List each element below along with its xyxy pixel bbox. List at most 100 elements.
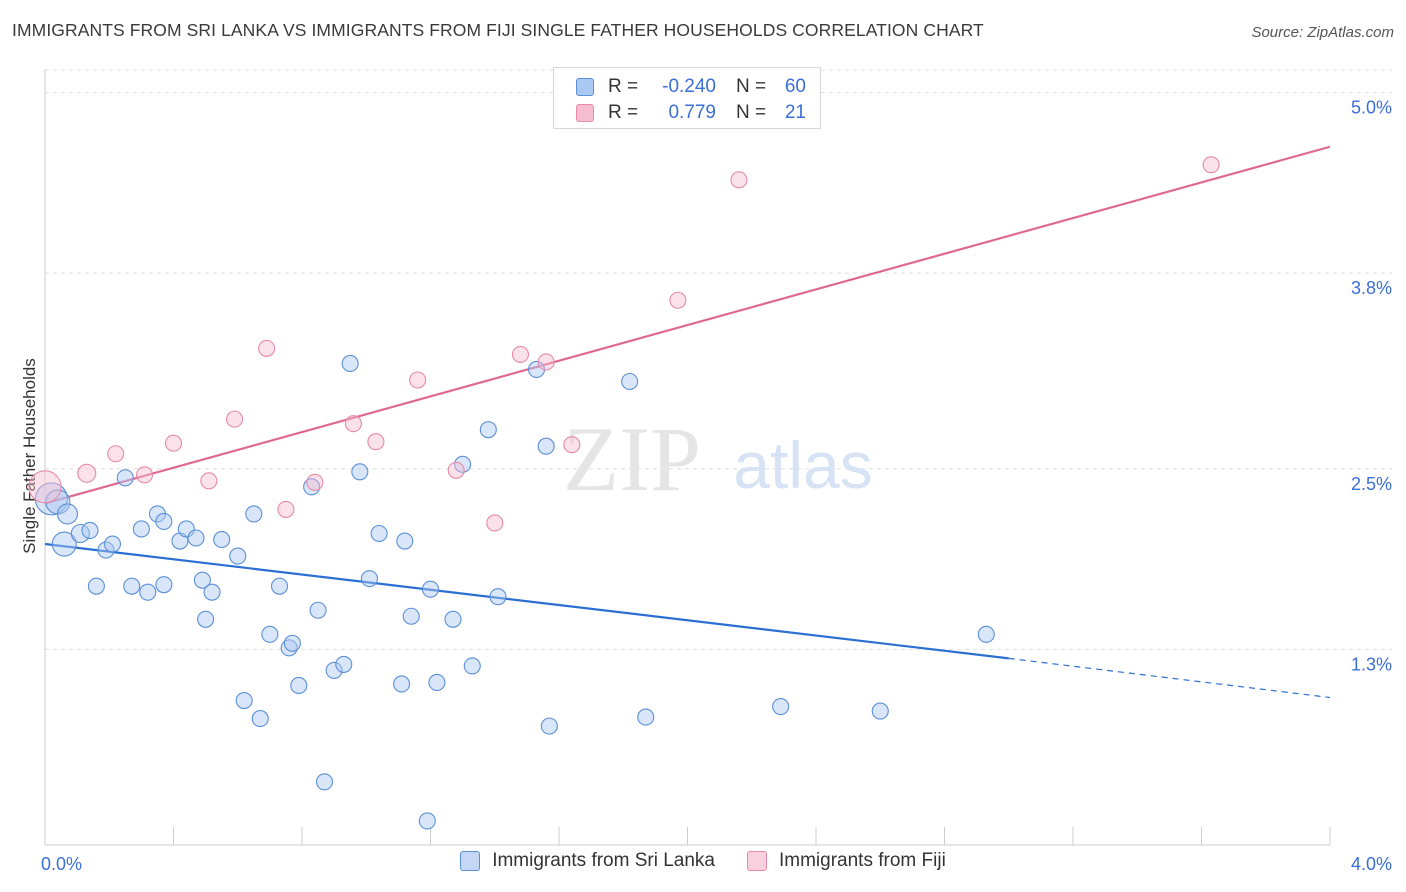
point-fiji	[669, 291, 687, 309]
r-label: R =	[608, 102, 639, 123]
point-sri-lanka	[393, 675, 411, 693]
y-tick-label: 5.0%	[1351, 98, 1392, 118]
legend-item-fiji: Immigrants from Fiji	[747, 850, 946, 872]
point-sri-lanka	[81, 521, 99, 540]
x-tick-label: 0.0%	[41, 854, 82, 874]
point-fiji	[306, 473, 324, 491]
tick-labels: 1.3% 2.5% 3.8% 5.0% 0.0% 4.0%	[41, 98, 1392, 874]
point-fiji	[258, 339, 276, 357]
point-sri-lanka	[283, 634, 301, 652]
y-tick-label: 3.8%	[1351, 278, 1392, 298]
point-sri-lanka	[396, 532, 414, 550]
point-fiji	[225, 410, 244, 428]
point-sri-lanka	[402, 607, 420, 625]
point-sri-lanka	[251, 710, 269, 728]
n-value: 21	[784, 102, 806, 123]
point-fiji	[367, 433, 385, 451]
point-fiji	[730, 171, 748, 189]
n-label: N =	[736, 76, 767, 97]
point-sri-lanka	[103, 535, 122, 553]
stats-row-sri-lanka: R = -0.240 N = 60	[576, 74, 806, 100]
point-sri-lanka	[155, 512, 173, 531]
point-sri-lanka	[871, 702, 889, 720]
point-sri-lanka	[418, 812, 436, 830]
fiji-swatch	[576, 104, 594, 122]
point-sri-lanka	[772, 698, 790, 716]
watermark-zip: ZIP	[563, 408, 701, 510]
legend-item-sri-lanka: Immigrants from Sri Lanka	[460, 850, 715, 872]
point-sri-lanka	[309, 601, 327, 619]
point-fiji	[486, 514, 504, 532]
point-sri-lanka	[87, 577, 105, 595]
point-sri-lanka	[34, 482, 68, 516]
point-sri-lanka	[463, 657, 481, 675]
point-sri-lanka	[280, 639, 298, 657]
point-fiji	[200, 472, 218, 490]
grid-lines	[45, 69, 1392, 650]
point-fiji	[563, 436, 581, 454]
point-fiji	[447, 461, 465, 479]
point-fiji	[1202, 156, 1220, 174]
point-sri-lanka	[428, 673, 446, 692]
data-points	[28, 156, 1220, 830]
point-sri-lanka	[537, 437, 555, 455]
n-label: N =	[736, 102, 767, 123]
point-sri-lanka	[315, 773, 334, 791]
watermark: ZIP atlas	[563, 408, 873, 510]
r-label: R =	[608, 76, 639, 97]
sri-lanka-swatch	[460, 851, 481, 871]
axes	[44, 70, 1331, 846]
chart-title: IMMIGRANTS FROM SRI LANKA VS IMMIGRANTS …	[12, 20, 984, 40]
point-sri-lanka	[203, 583, 221, 601]
point-sri-lanka	[270, 577, 289, 595]
watermark-atlas: atlas	[733, 428, 872, 502]
point-sri-lanka	[139, 583, 157, 601]
point-fiji	[164, 434, 183, 452]
trend-line-sri-lanka	[44, 542, 1009, 660]
r-value: 0.779	[668, 102, 716, 123]
point-sri-lanka	[977, 625, 995, 643]
fiji-swatch	[747, 851, 767, 871]
y-tick-label: 2.5%	[1351, 474, 1392, 494]
point-sri-lanka	[187, 529, 205, 547]
point-sri-lanka	[335, 655, 353, 673]
point-sri-lanka	[325, 661, 343, 679]
point-fiji	[77, 463, 97, 483]
point-sri-lanka	[235, 691, 253, 710]
point-fiji	[511, 345, 530, 363]
point-sri-lanka	[489, 588, 507, 606]
point-sri-lanka	[454, 455, 472, 473]
point-sri-lanka	[540, 717, 558, 735]
point-fiji	[277, 500, 295, 518]
point-sri-lanka	[444, 610, 462, 628]
point-sri-lanka	[97, 541, 115, 559]
point-fiji	[344, 415, 362, 433]
point-sri-lanka	[70, 523, 90, 544]
stats-row-fiji: R = 0.779 N = 21	[576, 100, 806, 126]
point-sri-lanka	[56, 503, 79, 525]
point-fiji	[409, 371, 427, 389]
point-fiji	[136, 466, 154, 484]
point-sri-lanka	[303, 478, 321, 496]
point-sri-lanka	[245, 505, 263, 523]
sri-lanka-swatch	[576, 78, 594, 96]
trend-line-fiji	[44, 145, 1331, 505]
trend-extension-sri-lanka	[1008, 657, 1331, 699]
point-sri-lanka	[51, 531, 77, 557]
point-sri-lanka	[197, 610, 215, 628]
point-sri-lanka	[193, 571, 211, 589]
point-sri-lanka	[229, 547, 247, 565]
point-fiji	[107, 445, 125, 463]
point-sri-lanka	[116, 469, 134, 487]
point-sri-lanka	[290, 676, 308, 695]
point-sri-lanka	[132, 520, 150, 538]
n-value: 60	[784, 76, 806, 97]
point-sri-lanka	[213, 530, 231, 549]
point-sri-lanka	[479, 421, 497, 439]
point-sri-lanka	[123, 577, 141, 595]
series-legend: Immigrants from Sri Lanka Immigrants fro…	[0, 850, 1406, 872]
r-value: -0.240	[662, 76, 716, 97]
point-sri-lanka	[341, 354, 359, 372]
legend-label: Immigrants from Fiji	[779, 850, 946, 871]
